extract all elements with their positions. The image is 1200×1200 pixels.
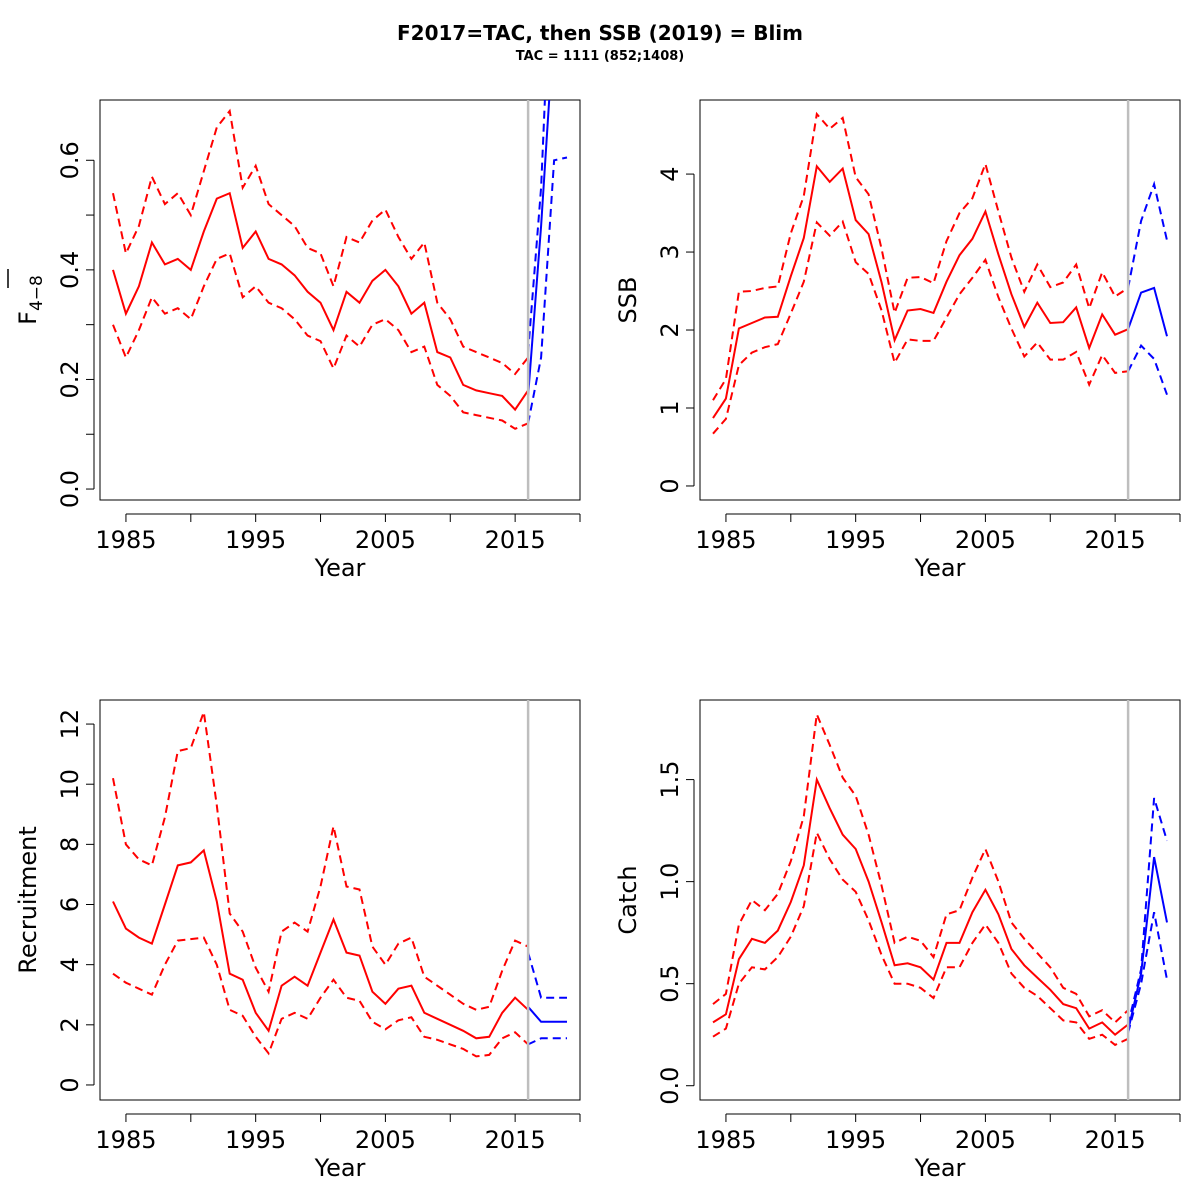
fbar-forecast-estimate-line [527, 100, 551, 396]
fbar-historic-upper-line [112, 108, 529, 376]
recruitment-y-tick-label: 6 [56, 897, 84, 912]
panel-fbar: 1985 1995 2005 2015 Year 0.0 0.2 0.4 0.6 F4−8 [7, 99, 581, 582]
ssb-historic-lower-line [712, 219, 1129, 435]
catch-x-tick-label: 2005 [955, 1126, 1016, 1154]
ssb-y-tick-label: 1 [656, 400, 684, 415]
panel-recruitment: 1985 1995 2005 2015 Year 0 2 4 6 8 10 12 Recruitment [14, 699, 581, 1182]
fbar-y-tick-label: 0.6 [56, 141, 84, 179]
recruitment-historic-upper-line [112, 711, 529, 1011]
catch-x-tick-label: 1995 [825, 1126, 886, 1154]
ssb-historic-upper-line [712, 111, 1129, 401]
fbar-plot-box [99, 99, 581, 501]
recruitment-y-tick-label: 12 [56, 709, 84, 740]
catch-y-tick-label: 1.5 [656, 761, 684, 799]
figure-title: F2017=TAC, then SSB (2019) = Blim [397, 21, 803, 45]
fbar-x-axis-label: Year [314, 554, 366, 582]
catch-y-tick-label: 0.0 [656, 1067, 684, 1105]
fbar-y-tick-label: 0.2 [56, 360, 84, 398]
recruitment-x-tick-label: 1995 [225, 1126, 286, 1154]
recruitment-y-tick-label: 0 [56, 1077, 84, 1092]
ssb-series-group [712, 111, 1168, 435]
panel-ssb: 1985 1995 2005 2015 Year 0 1 2 3 4 SSB [614, 99, 1181, 582]
catch-forecast-upper-line [1127, 797, 1168, 1025]
recruitment-forecast-upper-line [527, 952, 567, 999]
figure-subtitle: TAC = 1111 (852;1408) [516, 49, 685, 64]
fbar-y-tick-label: 0.0 [56, 470, 84, 508]
recruitment-y-tick-label: 8 [56, 837, 84, 852]
fbar-x-tick-label: 1995 [225, 526, 286, 554]
catch-x-tick-label: 1985 [695, 1126, 756, 1154]
catch-y-axis-label: Catch [614, 865, 642, 934]
ssb-x-tick-label: 2015 [1085, 526, 1146, 554]
ssb-plot-box [699, 99, 1181, 501]
catch-y-tick-label: 1.0 [656, 863, 684, 901]
catch-forecast-estimate-line [1127, 856, 1168, 1031]
ssb-historic-estimate-line [712, 164, 1129, 419]
fbar-x-tick-label: 2015 [485, 526, 546, 554]
catch-plot-box [699, 699, 1181, 1101]
recruitment-y-tick-label: 10 [56, 769, 84, 800]
recruitment-y-tick-label: 2 [56, 1017, 84, 1032]
catch-x-tick-label: 2015 [1085, 1126, 1146, 1154]
recruitment-plot-box [99, 699, 581, 1101]
fbar-historic-lower-line [112, 252, 529, 430]
recruitment-x-axis-label: Year [314, 1154, 366, 1182]
ssb-forecast-lower-line [1127, 343, 1168, 396]
fbar-forecast-lower-line [527, 156, 568, 424]
fbar-y-tick-label: 0.4 [56, 251, 84, 289]
catch-series-group [712, 710, 1168, 1047]
catch-historic-lower-line [712, 829, 1129, 1047]
fbar-y-axis-label: F4−8 [14, 275, 47, 325]
catch-x-axis-label: Year [914, 1154, 966, 1182]
fbar-x-tick-label: 1985 [95, 526, 156, 554]
recruitment-x-tick-label: 2005 [355, 1126, 416, 1154]
recruitment-series-group [112, 711, 567, 1058]
panel-catch: 1985 1995 2005 2015 Year 0.0 0.5 1.0 1.5 Catch [614, 699, 1181, 1182]
recruitment-x-tick-label: 1985 [95, 1126, 156, 1154]
ssb-forecast-estimate-line [1127, 286, 1168, 337]
fbar-forecast-upper-line [527, 100, 546, 353]
catch-forecast-lower-line [1127, 912, 1168, 1033]
recruitment-historic-lower-line [112, 936, 529, 1058]
ssb-forecast-upper-line [1127, 180, 1168, 289]
recruitment-y-tick-label: 4 [56, 957, 84, 972]
ssb-y-tick-label: 3 [656, 244, 684, 259]
ssb-y-axis-label: SSB [614, 277, 642, 324]
ssb-x-axis-label: Year [914, 554, 966, 582]
ssb-y-tick-label: 0 [656, 478, 684, 493]
recruitment-historic-estimate-line [112, 848, 529, 1040]
ssb-y-tick-label: 4 [656, 166, 684, 181]
catch-y-tick-label: 0.5 [656, 965, 684, 1003]
ssb-x-tick-label: 2005 [955, 526, 1016, 554]
ssb-y-tick-label: 2 [656, 322, 684, 337]
fbar-x-tick-label: 2005 [355, 526, 416, 554]
recruitment-forecast-lower-line [527, 1037, 567, 1046]
fbar-series-group [112, 100, 568, 430]
catch-historic-estimate-line [712, 776, 1129, 1037]
recruitment-y-axis-label: Recruitment [14, 826, 42, 973]
recruitment-x-tick-label: 2015 [485, 1126, 546, 1154]
recruitment-forecast-estimate-line [527, 1006, 567, 1023]
ssb-x-tick-label: 1985 [695, 526, 756, 554]
ssb-x-tick-label: 1995 [825, 526, 886, 554]
catch-historic-upper-line [712, 710, 1129, 1024]
fbar-historic-estimate-line [112, 191, 529, 412]
